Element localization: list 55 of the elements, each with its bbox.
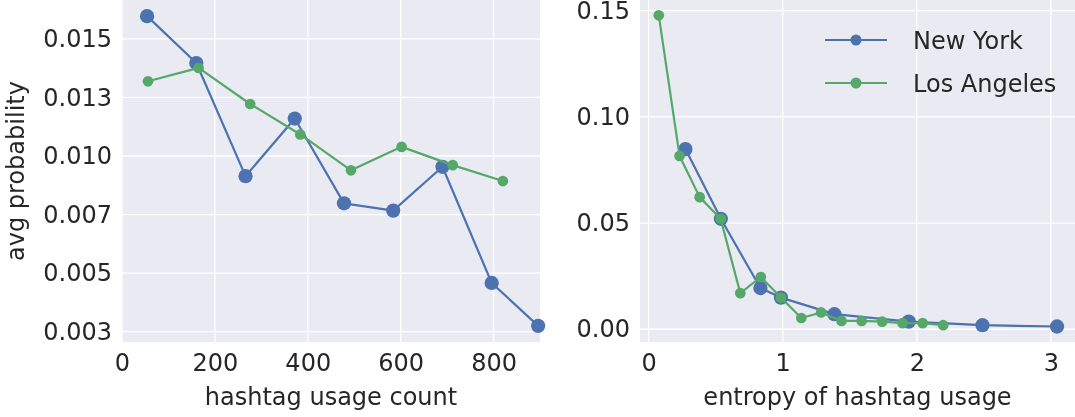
- point: [497, 175, 509, 187]
- point: [937, 319, 949, 331]
- point: [386, 203, 401, 218]
- point: [447, 159, 459, 171]
- point: [238, 169, 253, 184]
- x-axis-title: hashtag usage count: [204, 383, 458, 411]
- x-tick-label: 600: [378, 349, 425, 378]
- point: [674, 150, 685, 162]
- point: [755, 271, 767, 283]
- point: [694, 191, 706, 203]
- y-tick-label: 0.015: [43, 25, 112, 54]
- y-tick-label: 0.00: [576, 315, 630, 344]
- point: [897, 317, 908, 329]
- point: [734, 287, 746, 299]
- x-tick-label: 800: [471, 349, 517, 378]
- point: [345, 164, 357, 176]
- y-tick-label: 0.013: [43, 83, 112, 112]
- y-tick-label: 0.007: [43, 200, 112, 229]
- x-tick-label: 1: [775, 349, 791, 378]
- point: [193, 62, 204, 74]
- point: [856, 315, 868, 327]
- x-tick-label: 200: [192, 349, 239, 378]
- y-tick-label: 0.15: [576, 0, 630, 25]
- point: [836, 315, 847, 327]
- x-tick-label: 0: [114, 349, 131, 378]
- point: [795, 312, 807, 324]
- point: [876, 316, 888, 327]
- x-tick-label: 0: [641, 349, 657, 378]
- y-tick-label: 0.005: [43, 259, 112, 288]
- point: [1049, 319, 1065, 334]
- y-tick-label: 0.010: [43, 142, 112, 171]
- legend-label: Los Angeles: [913, 70, 1057, 98]
- point: [653, 9, 665, 21]
- point: [139, 9, 155, 24]
- x-tick-label: 2: [909, 349, 925, 378]
- point: [396, 141, 407, 153]
- y-tick-label: 0.10: [576, 103, 630, 132]
- point: [917, 317, 929, 329]
- point: [753, 280, 768, 296]
- point: [244, 98, 256, 110]
- point: [484, 275, 499, 291]
- y-axis-title: avg probability: [2, 81, 30, 261]
- point: [336, 196, 352, 211]
- point: [975, 318, 990, 333]
- point: [142, 75, 154, 87]
- point: [815, 307, 827, 318]
- y-tick-label: 0.003: [43, 317, 112, 346]
- point: [287, 111, 302, 126]
- x-tick-label: 400: [285, 349, 332, 378]
- legend-label: New York: [913, 27, 1023, 55]
- x-tick-label: 3: [1043, 349, 1059, 378]
- y-tick-label: 0.05: [576, 209, 630, 238]
- point: [531, 318, 546, 333]
- x-axis-title: entropy of hashtag usage: [703, 383, 1012, 411]
- point: [294, 129, 306, 140]
